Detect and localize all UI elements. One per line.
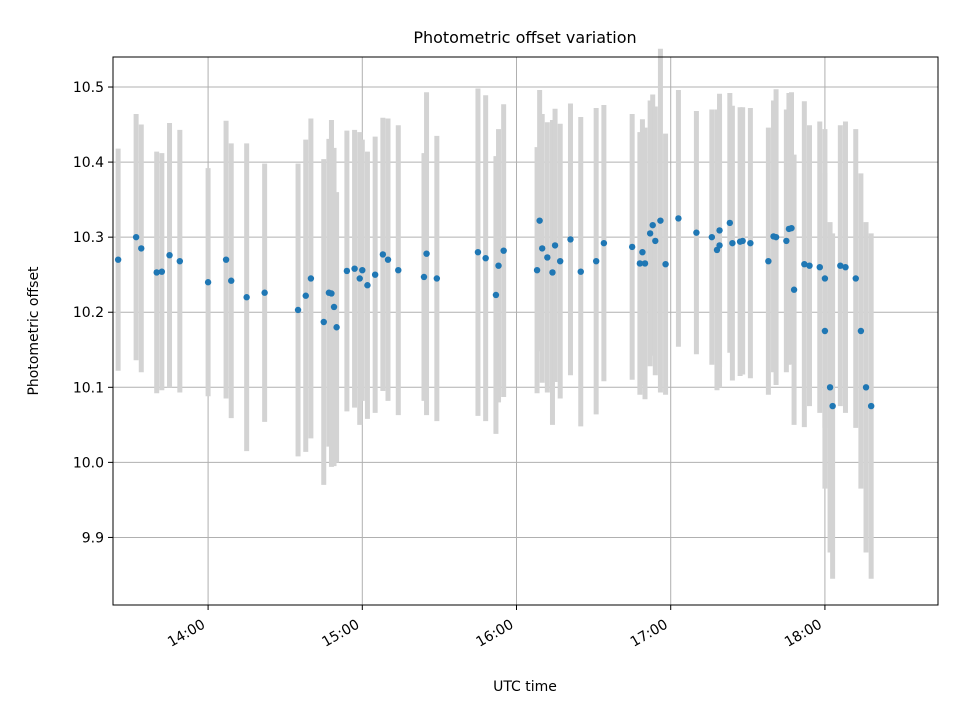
data-point [567, 236, 574, 243]
data-point [474, 248, 482, 256]
data-point [364, 282, 371, 289]
data-point [536, 217, 543, 224]
data-point [641, 260, 649, 267]
y-tick-label: 10.2 [73, 305, 104, 321]
data-point [492, 291, 500, 299]
data-point [852, 275, 859, 282]
plot-frame [112, 56, 939, 606]
data-point [544, 254, 551, 261]
data-point [379, 251, 387, 258]
data-point [801, 260, 808, 268]
data-point [662, 260, 669, 268]
data-point [495, 262, 502, 269]
data-point [862, 384, 870, 391]
data-point [153, 269, 160, 276]
data-point [482, 254, 489, 262]
data-point [639, 248, 646, 256]
y-tick-label: 10.3 [73, 230, 104, 246]
y-tick-label: 10.5 [73, 80, 104, 96]
data-point [806, 262, 813, 269]
data-point [829, 402, 836, 410]
data-point [747, 239, 754, 247]
data-point [826, 384, 834, 391]
data-point [652, 237, 659, 245]
data-point [783, 237, 790, 245]
data-point [320, 318, 327, 326]
data-point [333, 324, 340, 331]
data-point [351, 265, 358, 272]
data-point [330, 303, 338, 311]
data-point [649, 221, 656, 229]
data-point [302, 292, 309, 299]
data-point [307, 275, 315, 282]
data-point [356, 275, 363, 282]
data-point [716, 242, 723, 249]
data-point [708, 233, 716, 241]
data-point [539, 245, 546, 252]
data-point [132, 233, 140, 241]
data-point [384, 256, 392, 263]
x-axis-label: UTC time [493, 679, 557, 695]
data-point [222, 256, 230, 263]
chart-title: Photometric offset variation [413, 28, 636, 47]
data-point [158, 268, 166, 275]
data-point [343, 267, 351, 275]
data-point [842, 263, 849, 271]
data-point [114, 256, 122, 263]
data-point [138, 245, 145, 252]
data-point [551, 242, 559, 249]
data-point [790, 286, 798, 293]
data-point [693, 229, 700, 236]
data-point [204, 279, 212, 286]
data-point [675, 215, 682, 222]
data-point [729, 239, 736, 247]
data-point [433, 275, 441, 282]
data-point [328, 290, 335, 297]
y-tick-label: 10.1 [73, 380, 104, 396]
data-point [577, 268, 584, 275]
data-point [816, 263, 823, 271]
data-point [837, 262, 844, 269]
data-point [867, 402, 875, 410]
data-point [739, 237, 746, 245]
data-point [646, 230, 654, 237]
data-point [657, 217, 664, 224]
y-tick-label: 9.9 [82, 530, 104, 546]
data-point [500, 247, 507, 254]
data-point [176, 257, 184, 265]
data-point [395, 266, 402, 274]
data-point [261, 289, 268, 296]
data-point [821, 327, 829, 335]
data-point [600, 239, 608, 247]
data-point [359, 266, 366, 274]
y-axis-label: Photometric offset [26, 266, 42, 396]
data-point [788, 224, 795, 232]
y-axis-ticks: 9.9 10.0 10.1 10.2 10.3 10.4 10.5 [73, 80, 113, 546]
data-point [533, 266, 541, 274]
data-point [294, 306, 302, 314]
data-point [857, 327, 865, 335]
data-point [765, 257, 772, 265]
data-point [556, 257, 564, 265]
data-point [420, 273, 428, 281]
data-point [166, 251, 173, 259]
data-point [423, 250, 430, 257]
y-tick-label: 10.4 [73, 155, 104, 171]
data-point [371, 271, 379, 278]
data-point [243, 294, 250, 301]
data-point [821, 275, 829, 282]
data-point [592, 257, 600, 265]
y-tick-label: 10.0 [73, 455, 104, 471]
data-point [549, 269, 556, 276]
data-point [636, 260, 644, 267]
data-point [628, 243, 636, 251]
data-point [228, 277, 235, 284]
data-point [726, 219, 734, 227]
data-point [716, 227, 723, 234]
data-point [772, 233, 780, 241]
data-points [114, 215, 875, 410]
